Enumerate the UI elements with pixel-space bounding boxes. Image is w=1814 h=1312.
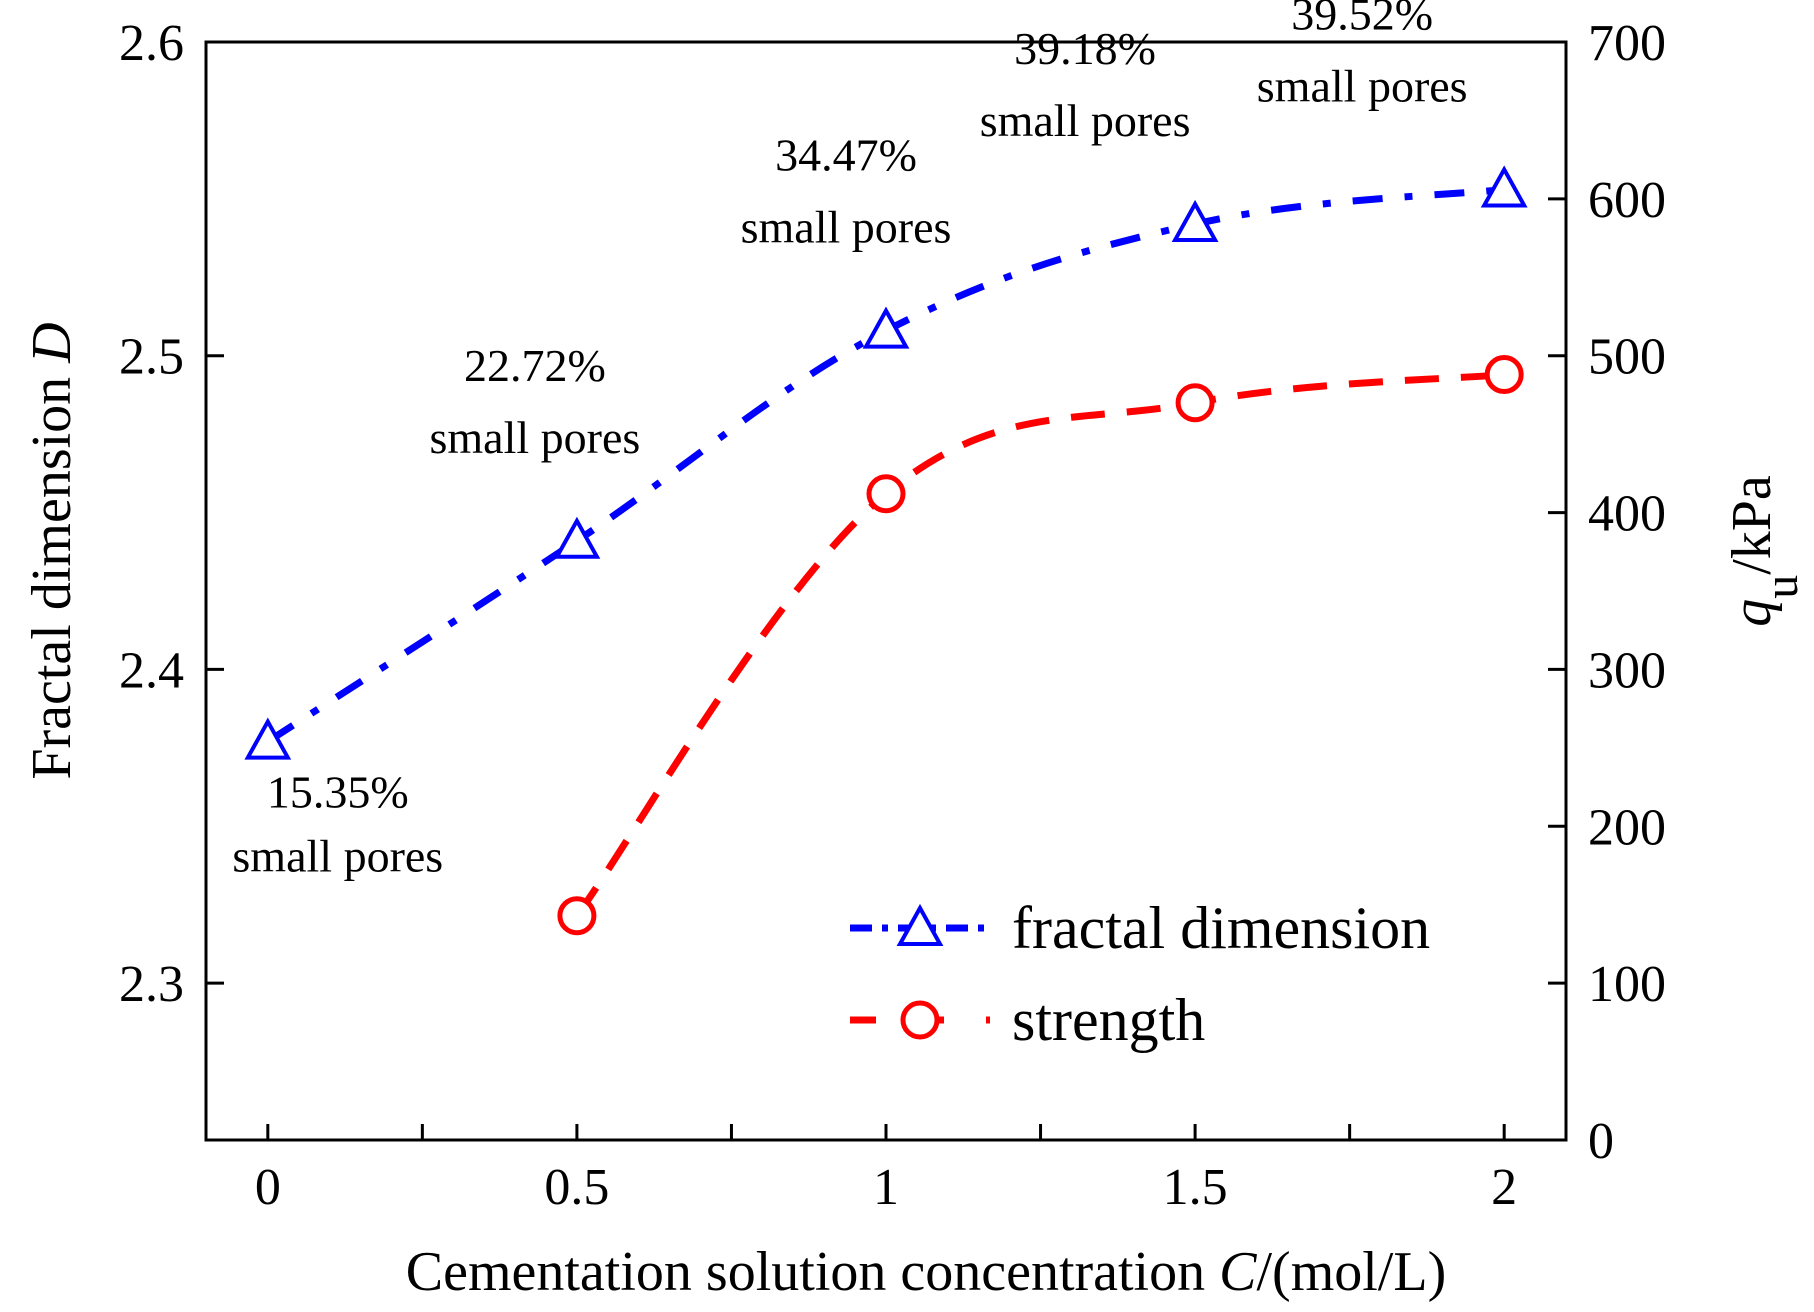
x-tick-label: 0 bbox=[255, 1159, 281, 1216]
annotation-percent: 34.47% bbox=[775, 130, 917, 181]
y-tick-label: 2.6 bbox=[119, 15, 184, 72]
annotation-label: 34.47% small pores bbox=[741, 130, 952, 253]
annotation-label: 22.72% small pores bbox=[430, 340, 641, 463]
y2-tick-label: 200 bbox=[1588, 799, 1666, 856]
annotation-caption: small pores bbox=[741, 202, 952, 253]
y2-axis-title: qu/kPa bbox=[1721, 475, 1808, 627]
annotation-percent: 39.52% bbox=[1291, 0, 1433, 39]
circle-marker bbox=[866, 474, 906, 514]
triangle-marker bbox=[553, 516, 601, 559]
annotation-percent: 39.18% bbox=[1014, 23, 1156, 74]
y2-tick-label: 300 bbox=[1588, 642, 1666, 699]
triangle-marker bbox=[862, 306, 910, 349]
circle-marker bbox=[1175, 383, 1215, 423]
annotation-label: 39.18% small pores bbox=[980, 23, 1191, 146]
x-axis-title: Cementation solution concentration C/(mo… bbox=[406, 1241, 1446, 1303]
annotation-label: 39.52% small pores bbox=[1257, 0, 1468, 111]
series-layer bbox=[244, 165, 1528, 936]
y-tick-label: 2.3 bbox=[119, 956, 184, 1013]
circle-marker bbox=[900, 1000, 940, 1040]
y2-tick-label: 500 bbox=[1588, 329, 1666, 386]
annotation-caption: small pores bbox=[1257, 60, 1468, 111]
legend: fractal dimension strength bbox=[850, 895, 1430, 1053]
annotation-caption: small pores bbox=[430, 412, 641, 463]
annotation-percent: 22.72% bbox=[464, 340, 606, 391]
legend-item-strength: strength bbox=[850, 987, 1205, 1053]
annotation-caption: small pores bbox=[980, 95, 1191, 146]
annotation-caption: small pores bbox=[232, 831, 443, 882]
x-tick-label: 1.5 bbox=[1163, 1159, 1228, 1216]
series-line-fractal-dimension bbox=[265, 185, 1505, 745]
legend-item-fractal-dimension: fractal dimension bbox=[850, 895, 1430, 961]
triangle-marker bbox=[896, 903, 944, 946]
x-tick-label: 1 bbox=[873, 1159, 899, 1216]
y2-tick-label: 600 bbox=[1588, 172, 1666, 229]
series-line-strength bbox=[574, 371, 1505, 918]
annotation-label: 15.35% small pores bbox=[232, 767, 443, 882]
circle-marker bbox=[1484, 355, 1524, 395]
triangle-marker bbox=[244, 717, 292, 760]
y-tick-label: 2.4 bbox=[119, 642, 184, 699]
triangle-marker bbox=[1480, 165, 1528, 208]
y-axis-title: Fractal dimension D bbox=[21, 322, 83, 779]
y-tick-label: 2.5 bbox=[119, 329, 184, 386]
axes-layer: 0 0.5 1 1.5 2 2.3 2.4 2.5 2.6 0 100 200 300 400 500 600… bbox=[21, 15, 1808, 1303]
legend-label: strength bbox=[1012, 987, 1205, 1053]
y2-tick-label: 0 bbox=[1588, 1113, 1614, 1170]
y2-tick-label: 700 bbox=[1588, 15, 1666, 72]
legend-label: fractal dimension bbox=[1012, 895, 1430, 961]
y2-tick-label: 100 bbox=[1588, 956, 1666, 1013]
y2-tick-label: 400 bbox=[1588, 486, 1666, 543]
circle-marker bbox=[557, 896, 597, 936]
annotation-percent: 15.35% bbox=[267, 767, 409, 818]
x-tick-label: 0.5 bbox=[544, 1159, 609, 1216]
triangle-marker bbox=[1171, 199, 1219, 242]
x-tick-label: 2 bbox=[1491, 1159, 1517, 1216]
